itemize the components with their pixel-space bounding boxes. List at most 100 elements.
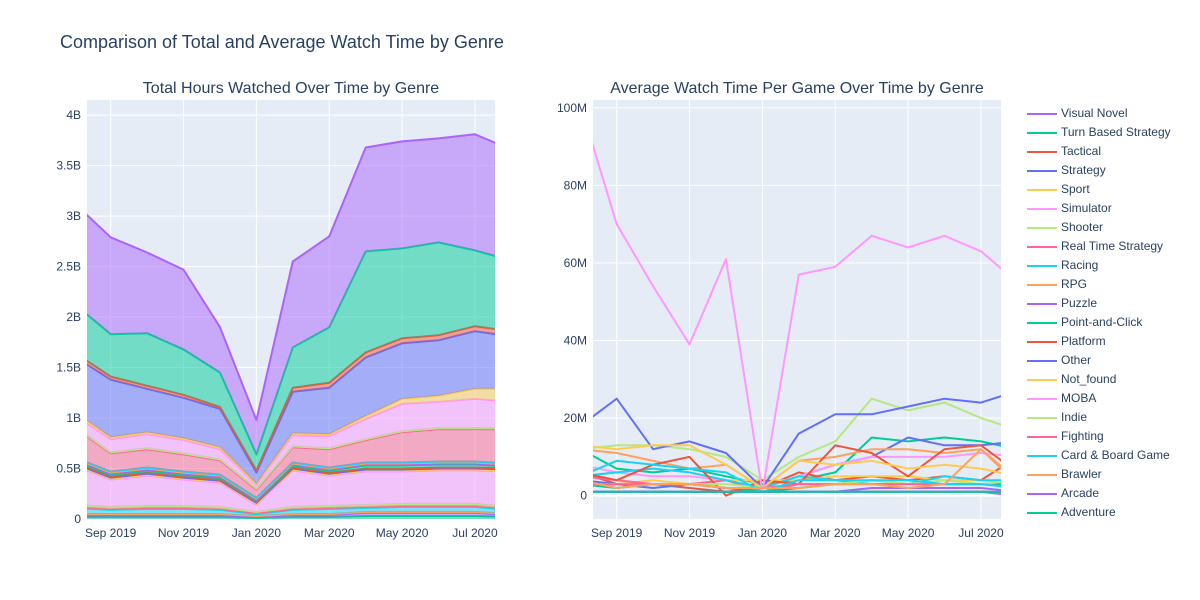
y-tick-label: 2.5B bbox=[56, 260, 81, 274]
average-watch-time-chart: 0 20M 40M 60M 80M 100M Sep 2019 Nov 2019 Jan 202… bbox=[557, 80, 1004, 540]
plot-background bbox=[593, 100, 1001, 519]
legend-item-arcade[interactable]: Arcade bbox=[1027, 484, 1197, 503]
y-tick-label: 1B bbox=[66, 411, 81, 425]
series-line-racing bbox=[593, 467, 1001, 489]
legend-swatch bbox=[1027, 474, 1057, 476]
legend[interactable]: Visual Novel Turn Based Strategy Tactical S… bbox=[1027, 104, 1197, 522]
y-tick-label: 3.5B bbox=[56, 159, 81, 173]
legend-item-visual-novel[interactable]: Visual Novel bbox=[1027, 104, 1197, 123]
chart-title: Average Watch Time Per Game Over Time by… bbox=[610, 80, 984, 97]
legend-item-moba[interactable]: MOBA bbox=[1027, 389, 1197, 408]
legend-item-tactical[interactable]: Tactical bbox=[1027, 142, 1197, 161]
legend-item-not-found[interactable]: Not_found bbox=[1027, 370, 1197, 389]
series-line-other bbox=[593, 395, 1001, 489]
y-tick-label: 4B bbox=[66, 108, 81, 122]
legend-swatch bbox=[1027, 303, 1057, 305]
y-tick-label: 100M bbox=[557, 101, 587, 115]
legend-swatch bbox=[1027, 398, 1057, 400]
legend-label: Adventure bbox=[1061, 505, 1116, 519]
legend-item-simulator[interactable]: Simulator bbox=[1027, 199, 1197, 218]
legend-swatch bbox=[1027, 436, 1057, 438]
legend-item-racing[interactable]: Racing bbox=[1027, 256, 1197, 275]
x-tick-label: Nov 2019 bbox=[664, 526, 716, 540]
legend-item-brawler[interactable]: Brawler bbox=[1027, 465, 1197, 484]
y-tick-label: 0.5B bbox=[56, 462, 81, 476]
y-tick-label: 0 bbox=[74, 512, 81, 526]
legend-label: Strategy bbox=[1061, 163, 1106, 177]
legend-swatch bbox=[1027, 455, 1057, 457]
x-tick-label: Jul 2020 bbox=[452, 526, 498, 540]
series-line-not-found bbox=[593, 444, 1001, 489]
legend-label: Turn Based Strategy bbox=[1061, 125, 1171, 139]
series-line-moba bbox=[593, 142, 1001, 493]
legend-item-indie[interactable]: Indie bbox=[1027, 408, 1197, 427]
y-tick-label: 80M bbox=[564, 178, 587, 192]
legend-swatch bbox=[1027, 132, 1057, 134]
chart-title: Total Hours Watched Over Time by Genre bbox=[143, 80, 440, 97]
legend-item-point-and-click[interactable]: Point-and-Click bbox=[1027, 313, 1197, 332]
area-band-visual-novel bbox=[87, 134, 495, 455]
area-line-visual-novel bbox=[87, 133, 495, 422]
legend-label: Puzzle bbox=[1061, 296, 1098, 310]
total-hours-chart: 0 0.5B 1B 1.5B 2B 2.5B 3B 3.5B 4B Sep 2019 Nov 201… bbox=[56, 80, 498, 540]
x-tick-label: May 2020 bbox=[882, 526, 935, 540]
legend-item-other[interactable]: Other bbox=[1027, 351, 1197, 370]
legend-swatch bbox=[1027, 151, 1057, 153]
legend-swatch bbox=[1027, 493, 1057, 495]
legend-swatch bbox=[1027, 379, 1057, 381]
legend-swatch bbox=[1027, 341, 1057, 343]
area-band-simulator bbox=[87, 398, 495, 489]
legend-label: Indie bbox=[1061, 410, 1088, 424]
legend-swatch bbox=[1027, 170, 1057, 172]
y-tick-label: 60M bbox=[564, 256, 587, 270]
legend-item-rpg[interactable]: RPG bbox=[1027, 275, 1197, 294]
legend-item-adventure[interactable]: Adventure bbox=[1027, 503, 1197, 522]
legend-swatch bbox=[1027, 284, 1057, 286]
legend-swatch bbox=[1027, 265, 1057, 267]
legend-label: MOBA bbox=[1061, 391, 1097, 405]
x-tick-label: Nov 2019 bbox=[158, 526, 210, 540]
legend-item-real-time-strategy[interactable]: Real Time Strategy bbox=[1027, 237, 1197, 256]
legend-label: Visual Novel bbox=[1061, 106, 1128, 120]
legend-label: Tactical bbox=[1061, 144, 1102, 158]
x-tick-label: Jul 2020 bbox=[958, 526, 1004, 540]
legend-item-puzzle[interactable]: Puzzle bbox=[1027, 294, 1197, 313]
legend-label: Brawler bbox=[1061, 467, 1102, 481]
y-tick-label: 40M bbox=[564, 334, 587, 348]
legend-label: Point-and-Click bbox=[1061, 315, 1143, 329]
x-tick-label: Mar 2020 bbox=[304, 526, 355, 540]
legend-label: Other bbox=[1061, 353, 1092, 367]
legend-label: Not_found bbox=[1061, 372, 1117, 386]
plot-area bbox=[593, 142, 1001, 497]
legend-label: Fighting bbox=[1061, 429, 1104, 443]
x-tick-label: Jan 2020 bbox=[738, 526, 788, 540]
legend-swatch bbox=[1027, 322, 1057, 324]
legend-swatch bbox=[1027, 360, 1057, 362]
legend-label: Card & Board Game bbox=[1061, 448, 1170, 462]
legend-item-card-board-game[interactable]: Card & Board Game bbox=[1027, 446, 1197, 465]
x-tick-label: Mar 2020 bbox=[810, 526, 861, 540]
area-band-real-time-strategy bbox=[87, 429, 495, 498]
legend-label: Sport bbox=[1061, 182, 1090, 196]
legend-swatch bbox=[1027, 417, 1057, 419]
legend-item-turn-based-strategy[interactable]: Turn Based Strategy bbox=[1027, 123, 1197, 142]
y-tick-label: 2B bbox=[66, 310, 81, 324]
legend-label: Arcade bbox=[1061, 486, 1100, 500]
figure-title: Comparison of Total and Average Watch Ti… bbox=[60, 32, 504, 52]
legend-item-fighting[interactable]: Fighting bbox=[1027, 427, 1197, 446]
legend-item-strategy[interactable]: Strategy bbox=[1027, 161, 1197, 180]
legend-label: RPG bbox=[1061, 277, 1088, 291]
legend-swatch bbox=[1027, 208, 1057, 210]
y-tick-label: 3B bbox=[66, 209, 81, 223]
legend-item-platform[interactable]: Platform bbox=[1027, 332, 1197, 351]
legend-swatch bbox=[1027, 189, 1057, 191]
y-tick-label: 20M bbox=[564, 411, 587, 425]
legend-item-shooter[interactable]: Shooter bbox=[1027, 218, 1197, 237]
x-tick-label: Sep 2019 bbox=[85, 526, 137, 540]
x-tick-label: May 2020 bbox=[376, 526, 429, 540]
legend-item-sport[interactable]: Sport bbox=[1027, 180, 1197, 199]
legend-label: Simulator bbox=[1061, 201, 1112, 215]
legend-swatch bbox=[1027, 113, 1057, 115]
legend-label: Platform bbox=[1061, 334, 1106, 348]
